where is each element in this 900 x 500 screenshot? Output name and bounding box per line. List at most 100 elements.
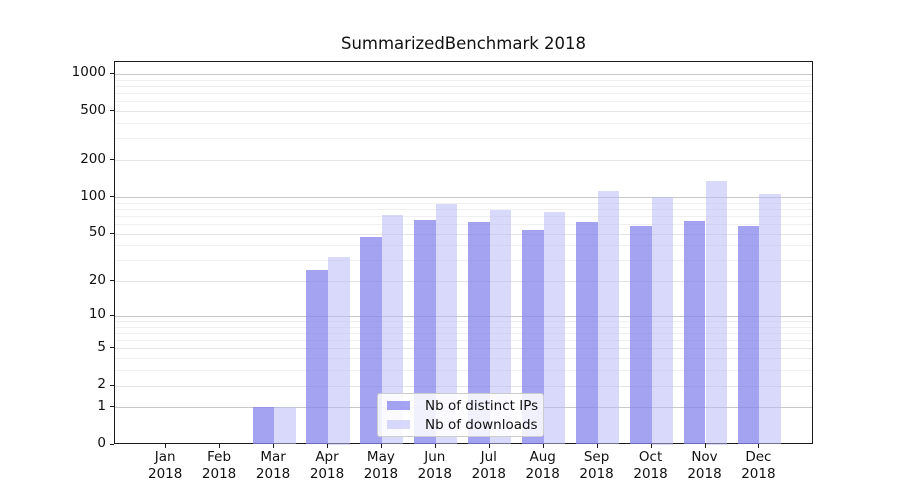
y-tick-label: 50 — [88, 224, 106, 241]
legend-entry-distinct-ips: Nb of distinct IPs — [387, 398, 538, 414]
bar-distinct-ips — [683, 221, 706, 445]
bar-distinct-ips — [252, 407, 275, 445]
x-tick-mark — [380, 444, 382, 448]
x-tick-label: Jun 2018 — [417, 449, 452, 482]
gridline-minor — [115, 321, 812, 322]
x-tick-label: Nov 2018 — [687, 449, 722, 482]
y-tick-label: 20 — [88, 271, 106, 288]
legend-entry-downloads: Nb of downloads — [387, 417, 538, 433]
y-tick-label: 500 — [80, 101, 106, 118]
x-tick-mark — [542, 444, 544, 448]
x-tick-mark — [488, 444, 490, 448]
bar-distinct-ips — [414, 219, 436, 445]
bar-distinct-ips — [360, 236, 382, 445]
plot-area — [114, 61, 813, 445]
legend-label-distinct-ips: Nb of distinct IPs — [425, 397, 539, 414]
bar-downloads — [651, 197, 674, 445]
bar-distinct-ips — [737, 225, 760, 445]
bar-downloads — [759, 194, 781, 445]
y-tick-mark — [110, 384, 114, 386]
legend-swatch-downloads — [387, 420, 410, 429]
gridline-minor — [115, 370, 812, 372]
x-tick-label: Sep 2018 — [579, 449, 614, 482]
y-tick-label: 2 — [97, 376, 106, 393]
x-tick-mark — [596, 444, 598, 448]
x-tick-mark — [704, 444, 706, 448]
gridline-major — [115, 73, 812, 75]
bar-downloads — [274, 407, 296, 445]
x-tick-mark — [434, 444, 436, 448]
bar-downloads — [705, 181, 728, 445]
gridline-major — [115, 315, 812, 317]
y-tick-label: 100 — [80, 187, 106, 204]
legend: Nb of distinct IPs Nb of downloads — [377, 393, 544, 437]
x-tick-label: Aug 2018 — [525, 449, 560, 482]
y-tick-mark — [110, 72, 114, 74]
bar-distinct-ips — [576, 222, 598, 445]
y-tick-mark — [110, 406, 114, 408]
gridline-minor — [115, 260, 812, 262]
y-tick-label: 200 — [80, 150, 106, 167]
gridline-minor — [115, 333, 812, 334]
y-tick-mark — [110, 110, 114, 112]
legend-label-downloads: Nb of downloads — [425, 416, 538, 433]
x-tick-mark — [650, 444, 652, 448]
x-tick-label: Jan 2018 — [148, 449, 183, 482]
gridline-mid — [115, 281, 812, 283]
gridline-minor — [115, 202, 812, 204]
gridline-minor — [115, 358, 812, 360]
y-tick-label: 10 — [88, 306, 106, 323]
x-tick-label: Jul 2018 — [471, 449, 506, 482]
chart-title: SummarizedBenchmark 2018 — [340, 34, 587, 53]
gridline-minor — [115, 85, 812, 87]
y-tick-mark — [110, 196, 114, 197]
gridline-major — [115, 197, 812, 198]
x-tick-mark — [165, 444, 167, 448]
bar-downloads — [381, 215, 404, 445]
gridline-minor — [115, 93, 812, 95]
legend-swatch-distinct-ips — [387, 401, 410, 410]
y-tick-label: 5 — [97, 338, 106, 355]
x-tick-mark — [219, 444, 221, 448]
gridline-minor — [115, 340, 812, 342]
gridline-minor — [115, 326, 812, 328]
bar-downloads — [435, 204, 458, 445]
gridline-mid — [115, 385, 812, 387]
x-tick-label: May 2018 — [363, 449, 399, 482]
gridline-minor — [115, 215, 812, 217]
gridline-minor — [115, 123, 812, 124]
x-tick-label: Mar 2018 — [255, 449, 291, 482]
x-tick-label: Apr 2018 — [309, 449, 345, 482]
y-tick-mark — [110, 443, 114, 445]
bar-distinct-ips — [306, 269, 328, 445]
gridline-mid — [115, 160, 812, 162]
gridline-minor — [115, 101, 812, 103]
y-tick-label: 0 — [97, 435, 106, 451]
bar-distinct-ips — [630, 225, 652, 445]
x-tick-mark — [273, 444, 275, 448]
gridline-minor — [115, 224, 812, 225]
y-tick-mark — [110, 232, 114, 234]
x-tick-label: Feb 2018 — [201, 449, 237, 482]
bar-downloads — [328, 257, 350, 445]
gridline-mid — [115, 348, 812, 350]
bar-distinct-ips — [468, 222, 490, 445]
x-tick-mark — [758, 444, 760, 448]
gridline-minor — [115, 245, 812, 247]
gridline-mid — [115, 111, 812, 113]
y-tick-label: 1000 — [71, 64, 106, 81]
y-tick-mark — [110, 280, 114, 282]
x-tick-label: Dec 2018 — [741, 449, 776, 482]
x-tick-mark — [327, 444, 328, 448]
gridline-mid — [115, 233, 812, 235]
y-tick-mark — [110, 314, 114, 316]
bar-downloads — [489, 210, 512, 445]
gridline-minor — [115, 138, 812, 140]
gridline-minor — [115, 208, 812, 210]
y-tick-mark — [110, 347, 114, 349]
x-tick-label: Oct 2018 — [633, 449, 668, 482]
y-tick-mark — [110, 159, 114, 161]
bar-downloads — [597, 190, 620, 445]
bar-downloads — [543, 212, 566, 445]
